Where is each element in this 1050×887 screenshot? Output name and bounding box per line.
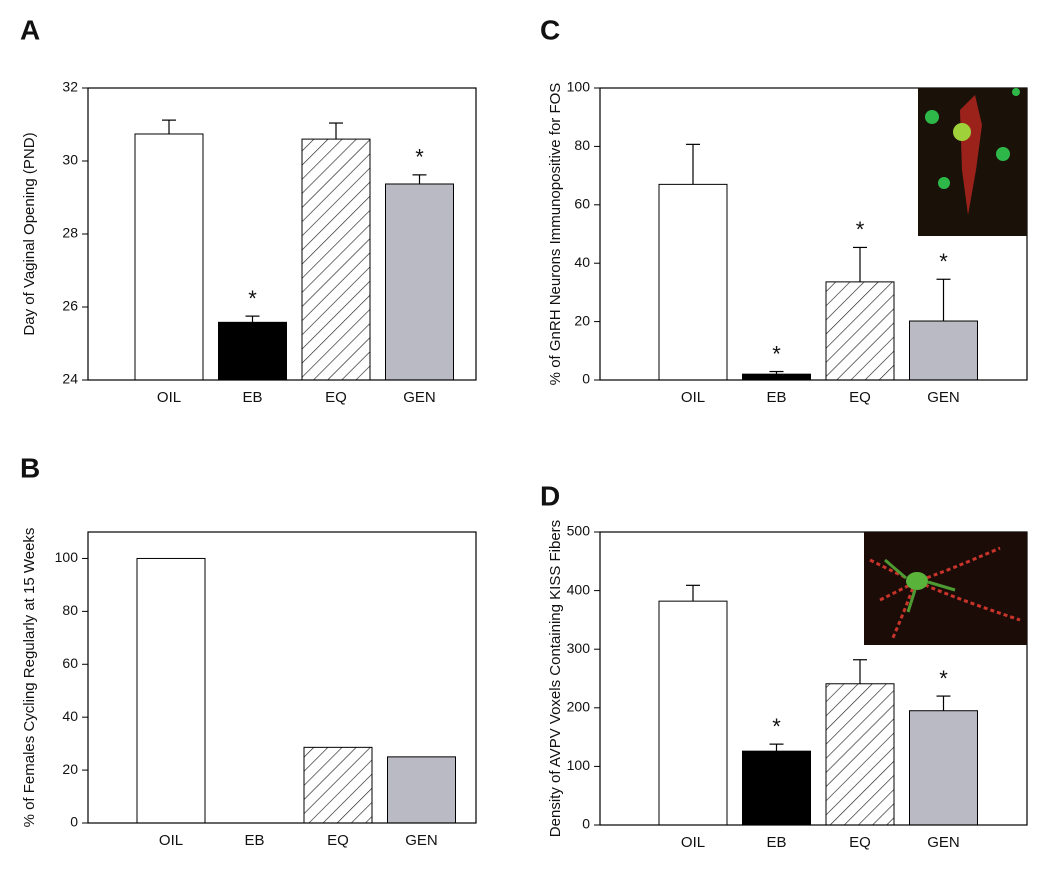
x-tick-label: EQ [327,832,349,849]
y-tick-label: 100 [567,757,591,773]
y-tick-label: 20 [62,761,78,777]
y-tick-label: 60 [62,655,78,671]
error-bar [769,743,784,752]
plot-frame [87,531,477,824]
y-tick-label: 80 [62,602,78,618]
significance-marker: * [856,217,865,242]
y-tick-label: 40 [62,708,78,724]
error-bar [412,174,427,184]
y-tick-label: 40 [574,254,590,270]
panel-letter: B [20,452,40,483]
error-bar [686,584,700,602]
error-bar [853,659,867,684]
x-tick-label: EQ [849,389,871,406]
plot-frame [599,531,1028,826]
x-tick-label: EQ [849,834,871,851]
x-tick-label: EB [766,834,786,851]
x-tick-label: GEN [927,389,960,406]
y-axis-label: % of GnRH Neurons Immunopositive for FOS [547,83,564,386]
bar [136,557,206,824]
bar [742,750,811,826]
error-bar [769,370,784,375]
y-tick-label: 26 [62,298,78,314]
error-bar [936,278,951,322]
panel-letter: A [20,14,40,45]
x-tick-label: OIL [681,389,705,406]
plot-frame [87,87,477,381]
error-bar [245,315,260,323]
y-axis-label: Density of AVPV Voxels Containing KISS F… [547,520,564,837]
bar [387,756,456,824]
x-tick-label: GEN [405,832,438,849]
bar [658,183,728,381]
significance-marker: * [415,145,424,170]
y-axis-label: % of Females Cycling Regularly at 15 Wee… [21,528,38,828]
x-tick-label: OIL [681,834,705,851]
bar [825,683,895,826]
y-tick-label: 24 [62,371,78,387]
bar [658,600,728,826]
x-tick-label: GEN [927,834,960,851]
y-tick-label: 0 [70,814,78,830]
significance-marker: * [772,714,781,739]
panel-letter: D [540,480,560,511]
inset-micrograph [918,88,1027,236]
bar [742,373,811,381]
x-tick-label: EQ [325,389,347,406]
x-tick-label: OIL [157,389,181,406]
x-tick-label: GEN [403,389,436,406]
x-tick-label: EB [242,389,262,406]
y-tick-label: 30 [62,152,78,168]
x-tick-label: EB [244,832,264,849]
error-bar [329,122,343,140]
y-tick-label: 300 [567,640,591,656]
significance-marker: * [939,666,948,691]
bar [909,710,978,826]
y-tick-label: 60 [574,196,590,212]
significance-marker: * [772,341,781,366]
inset-micrograph [864,532,1027,645]
y-tick-label: 500 [567,523,591,539]
y-axis-label: Day of Vaginal Opening (PND) [21,132,38,335]
bar [301,138,371,381]
y-tick-label: 32 [62,79,78,95]
error-bar [936,695,951,711]
bar [825,281,895,381]
y-tick-label: 100 [567,79,591,95]
y-tick-label: 200 [567,699,591,715]
panel-letter: C [540,14,560,45]
bar [385,183,454,381]
bar [909,320,978,381]
bar [218,321,287,381]
y-tick-label: 400 [567,581,591,597]
y-tick-label: 20 [574,312,590,328]
x-tick-label: EB [766,389,786,406]
bar [134,133,204,381]
significance-marker: * [939,249,948,274]
bar [303,746,373,824]
y-tick-label: 28 [62,225,78,241]
error-bar [853,246,867,282]
y-tick-label: 0 [582,371,590,387]
y-tick-label: 0 [582,816,590,832]
error-bar [686,143,700,185]
y-tick-label: 80 [574,137,590,153]
error-bar [162,119,176,134]
significance-marker: * [248,286,257,311]
y-tick-label: 100 [55,549,79,565]
x-tick-label: OIL [159,832,183,849]
